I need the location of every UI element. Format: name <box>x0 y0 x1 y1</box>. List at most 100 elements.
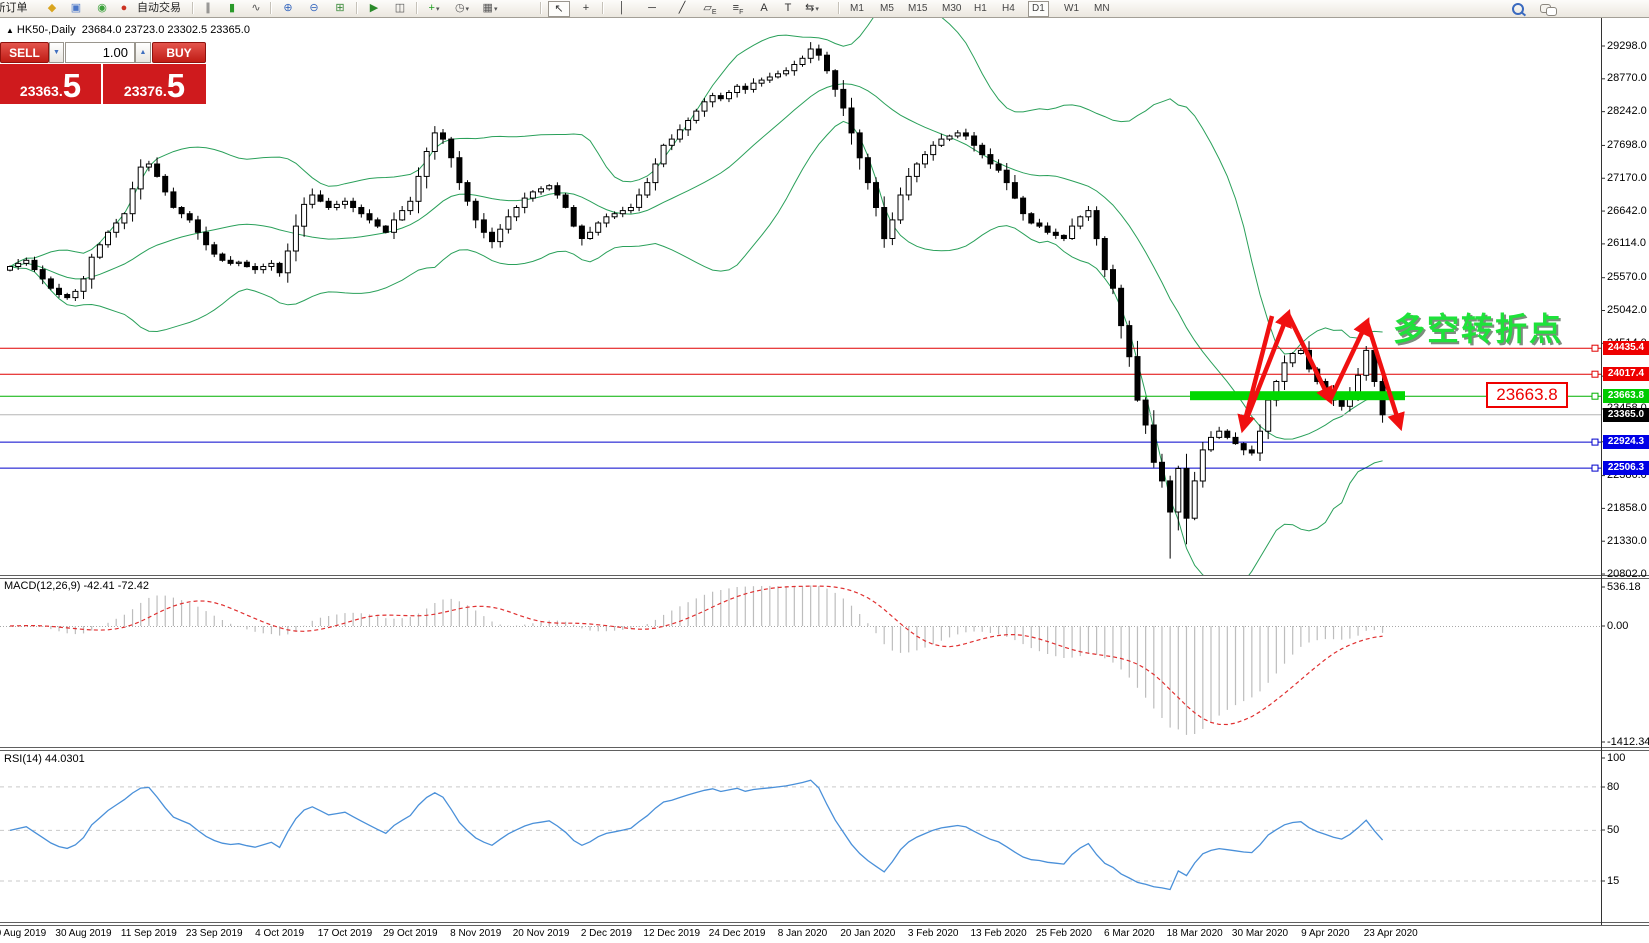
sell-button[interactable]: SELL <box>0 42 49 63</box>
date-axis-label: 25 Feb 2020 <box>1035 928 1093 939</box>
cursor-tool[interactable]: ↖ <box>548 1 570 17</box>
timeframe-button-mn[interactable]: MN <box>1094 3 1110 14</box>
timeframe-button-m5[interactable]: M5 <box>880 3 894 14</box>
line-anchor-handle[interactable] <box>1591 392 1599 400</box>
search-icon[interactable] <box>1512 3 1524 15</box>
candle <box>742 85 749 90</box>
sell-price-dot: . <box>58 83 63 99</box>
candle <box>979 144 986 156</box>
ohlc-values: 23684.0 23723.0 23302.5 23365.0 <box>81 24 250 36</box>
add-indicator-icon[interactable]: +▾ <box>428 2 440 14</box>
toolbar-separator <box>540 2 542 14</box>
sell-price-big-digit: 5 <box>62 67 82 104</box>
line-anchor-handle[interactable] <box>1591 464 1599 472</box>
volume-up-button[interactable]: ▲ <box>135 42 151 63</box>
price-axis-label: 28242.0 <box>1607 105 1647 118</box>
date-axis-label: 12 Dec 2019 <box>643 928 701 939</box>
main-toolbar: 新订单 ◆ ▣ ◉ ● 自动交易 ∥ ▮ ∿ ⊕ ⊖ ⊞ ▶ ◫ +▾ ◷▾ ▦▾ ↖ + │ ─ ╱ ▱E ≡F A T ⇆▾ M1… <box>0 0 1649 18</box>
label-tool[interactable]: T <box>784 2 792 14</box>
price-axis-label: 26642.0 <box>1607 204 1647 217</box>
arrows-tool[interactable]: ⇆▾ <box>805 2 819 14</box>
channel-tool[interactable]: ▱E <box>703 2 717 17</box>
timeframe-button-m1[interactable]: M1 <box>850 3 864 14</box>
candle <box>1232 436 1239 445</box>
bollinger-middle-band <box>9 83 1383 440</box>
collapse-arrow-icon[interactable]: ▲ <box>6 26 14 35</box>
bar-chart-icon[interactable]: ∥ <box>205 2 211 14</box>
line-anchor-handle[interactable] <box>1591 438 1599 446</box>
community-chat-icon[interactable] <box>1540 4 1557 16</box>
candle <box>734 85 741 94</box>
candle <box>1044 225 1051 233</box>
candle <box>1003 169 1010 184</box>
candle <box>1175 468 1182 513</box>
candle <box>448 138 455 159</box>
bollinger-upper-band <box>9 18 1383 355</box>
trend-arrow-segment <box>1237 315 1275 434</box>
timeframe-button-m15[interactable]: M15 <box>908 3 928 14</box>
macd-axis-label: -1412.34 <box>1607 735 1649 748</box>
zoom-out-icon[interactable]: ⊖ <box>309 2 319 14</box>
timeframe-button-h1[interactable]: H1 <box>974 3 987 14</box>
candle-chart-icon[interactable]: ▮ <box>228 2 236 14</box>
signals-icon[interactable]: ◉ <box>97 2 107 14</box>
line-anchor-handle[interactable] <box>1591 370 1599 378</box>
chart-shift-icon[interactable]: ◫ <box>394 2 406 14</box>
candle <box>881 207 888 240</box>
timeframe-button-m30[interactable]: M30 <box>942 3 962 14</box>
buy-button[interactable]: BUY <box>152 42 206 63</box>
auto-scroll-icon[interactable]: ▶ <box>369 2 379 14</box>
candle <box>1208 436 1214 451</box>
zoom-in-icon[interactable]: ⊕ <box>283 2 293 14</box>
crosshair-tool[interactable]: + <box>582 2 590 14</box>
candle <box>31 259 38 271</box>
candle <box>611 213 618 218</box>
timeframe-button-d1[interactable]: D1 <box>1028 1 1049 17</box>
timeframe-button-h4[interactable]: H4 <box>1002 3 1015 14</box>
candle <box>1069 225 1076 240</box>
toolbar-separator <box>838 2 840 14</box>
candle <box>1167 480 1174 513</box>
template-icon[interactable]: ▦▾ <box>482 2 498 14</box>
price-axis-label: 20802.0 <box>1607 567 1647 580</box>
vline-tool[interactable]: │ <box>618 2 626 14</box>
period-icon[interactable]: ◷▾ <box>454 2 470 14</box>
candle <box>766 76 773 81</box>
order-hat-icon[interactable]: ◆ <box>47 2 57 14</box>
volume-down-button[interactable]: ▼ <box>49 42 64 63</box>
date-axis-label: 24 Dec 2019 <box>708 928 766 939</box>
candle <box>946 135 953 140</box>
date-axis-label: 11 Sep 2019 <box>120 928 177 939</box>
candle <box>415 175 422 202</box>
new-order-button[interactable]: 新订单 <box>0 2 28 14</box>
date-axis-label: 18 Mar 2020 <box>1166 928 1223 939</box>
autotrade-basket-icon[interactable]: ● <box>120 2 128 14</box>
line-chart-icon[interactable]: ∿ <box>251 2 261 14</box>
timeframe-button-w1[interactable]: W1 <box>1064 3 1079 14</box>
volume-input[interactable] <box>65 42 135 63</box>
text-tool[interactable]: A <box>760 2 768 14</box>
candle <box>1060 234 1067 239</box>
tile-windows-icon[interactable]: ⊞ <box>335 2 345 14</box>
rsi-line <box>9 779 1384 891</box>
candle <box>815 48 822 56</box>
buy-price-display[interactable]: 23376. 5 <box>103 64 206 104</box>
candle <box>570 207 577 227</box>
candle <box>235 261 242 264</box>
buy-price-dot: . <box>162 83 167 99</box>
candle <box>1338 399 1345 407</box>
sell-price-display[interactable]: 23363. 5 <box>0 64 101 104</box>
candle <box>668 138 675 146</box>
candle <box>1036 222 1043 227</box>
autotrade-button[interactable]: 自动交易 <box>137 2 181 14</box>
trendline-tool[interactable]: ╱ <box>678 2 686 14</box>
date-axis-label: 4 Oct 2019 <box>255 928 305 939</box>
fibonacci-tool[interactable]: ≡F <box>732 2 744 17</box>
candle <box>505 216 512 230</box>
candle <box>431 132 438 152</box>
price-tag-24435.4: 24435.4 <box>1603 341 1649 356</box>
hline-tool[interactable]: ─ <box>648 2 656 14</box>
market-watch-icon[interactable]: ▣ <box>70 2 82 14</box>
line-anchor-handle[interactable] <box>1591 344 1599 352</box>
candle <box>954 132 961 137</box>
